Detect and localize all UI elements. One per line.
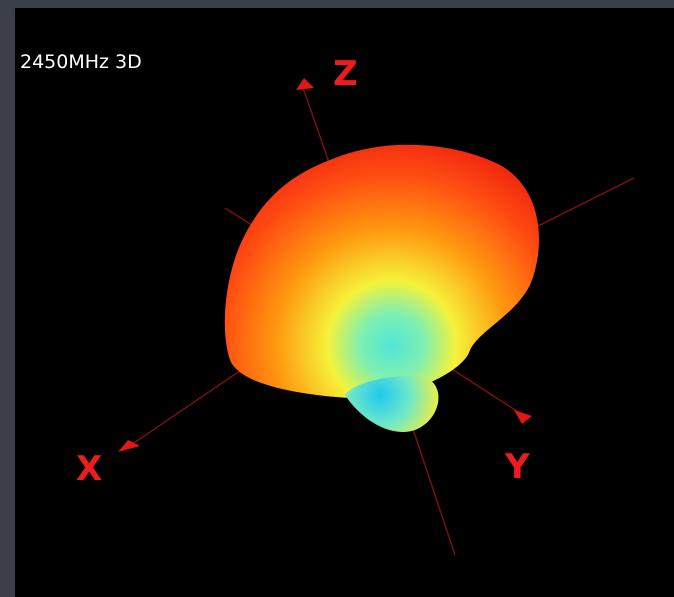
axis-label-y: Y	[504, 447, 530, 487]
axis-label-x: X	[76, 449, 102, 489]
radiation-pattern	[224, 144, 539, 399]
title: 2450MHz 3D	[20, 51, 142, 73]
axis-label-z: Z	[333, 54, 358, 94]
lower-lobe	[345, 375, 439, 432]
axis-arrows	[118, 78, 532, 452]
